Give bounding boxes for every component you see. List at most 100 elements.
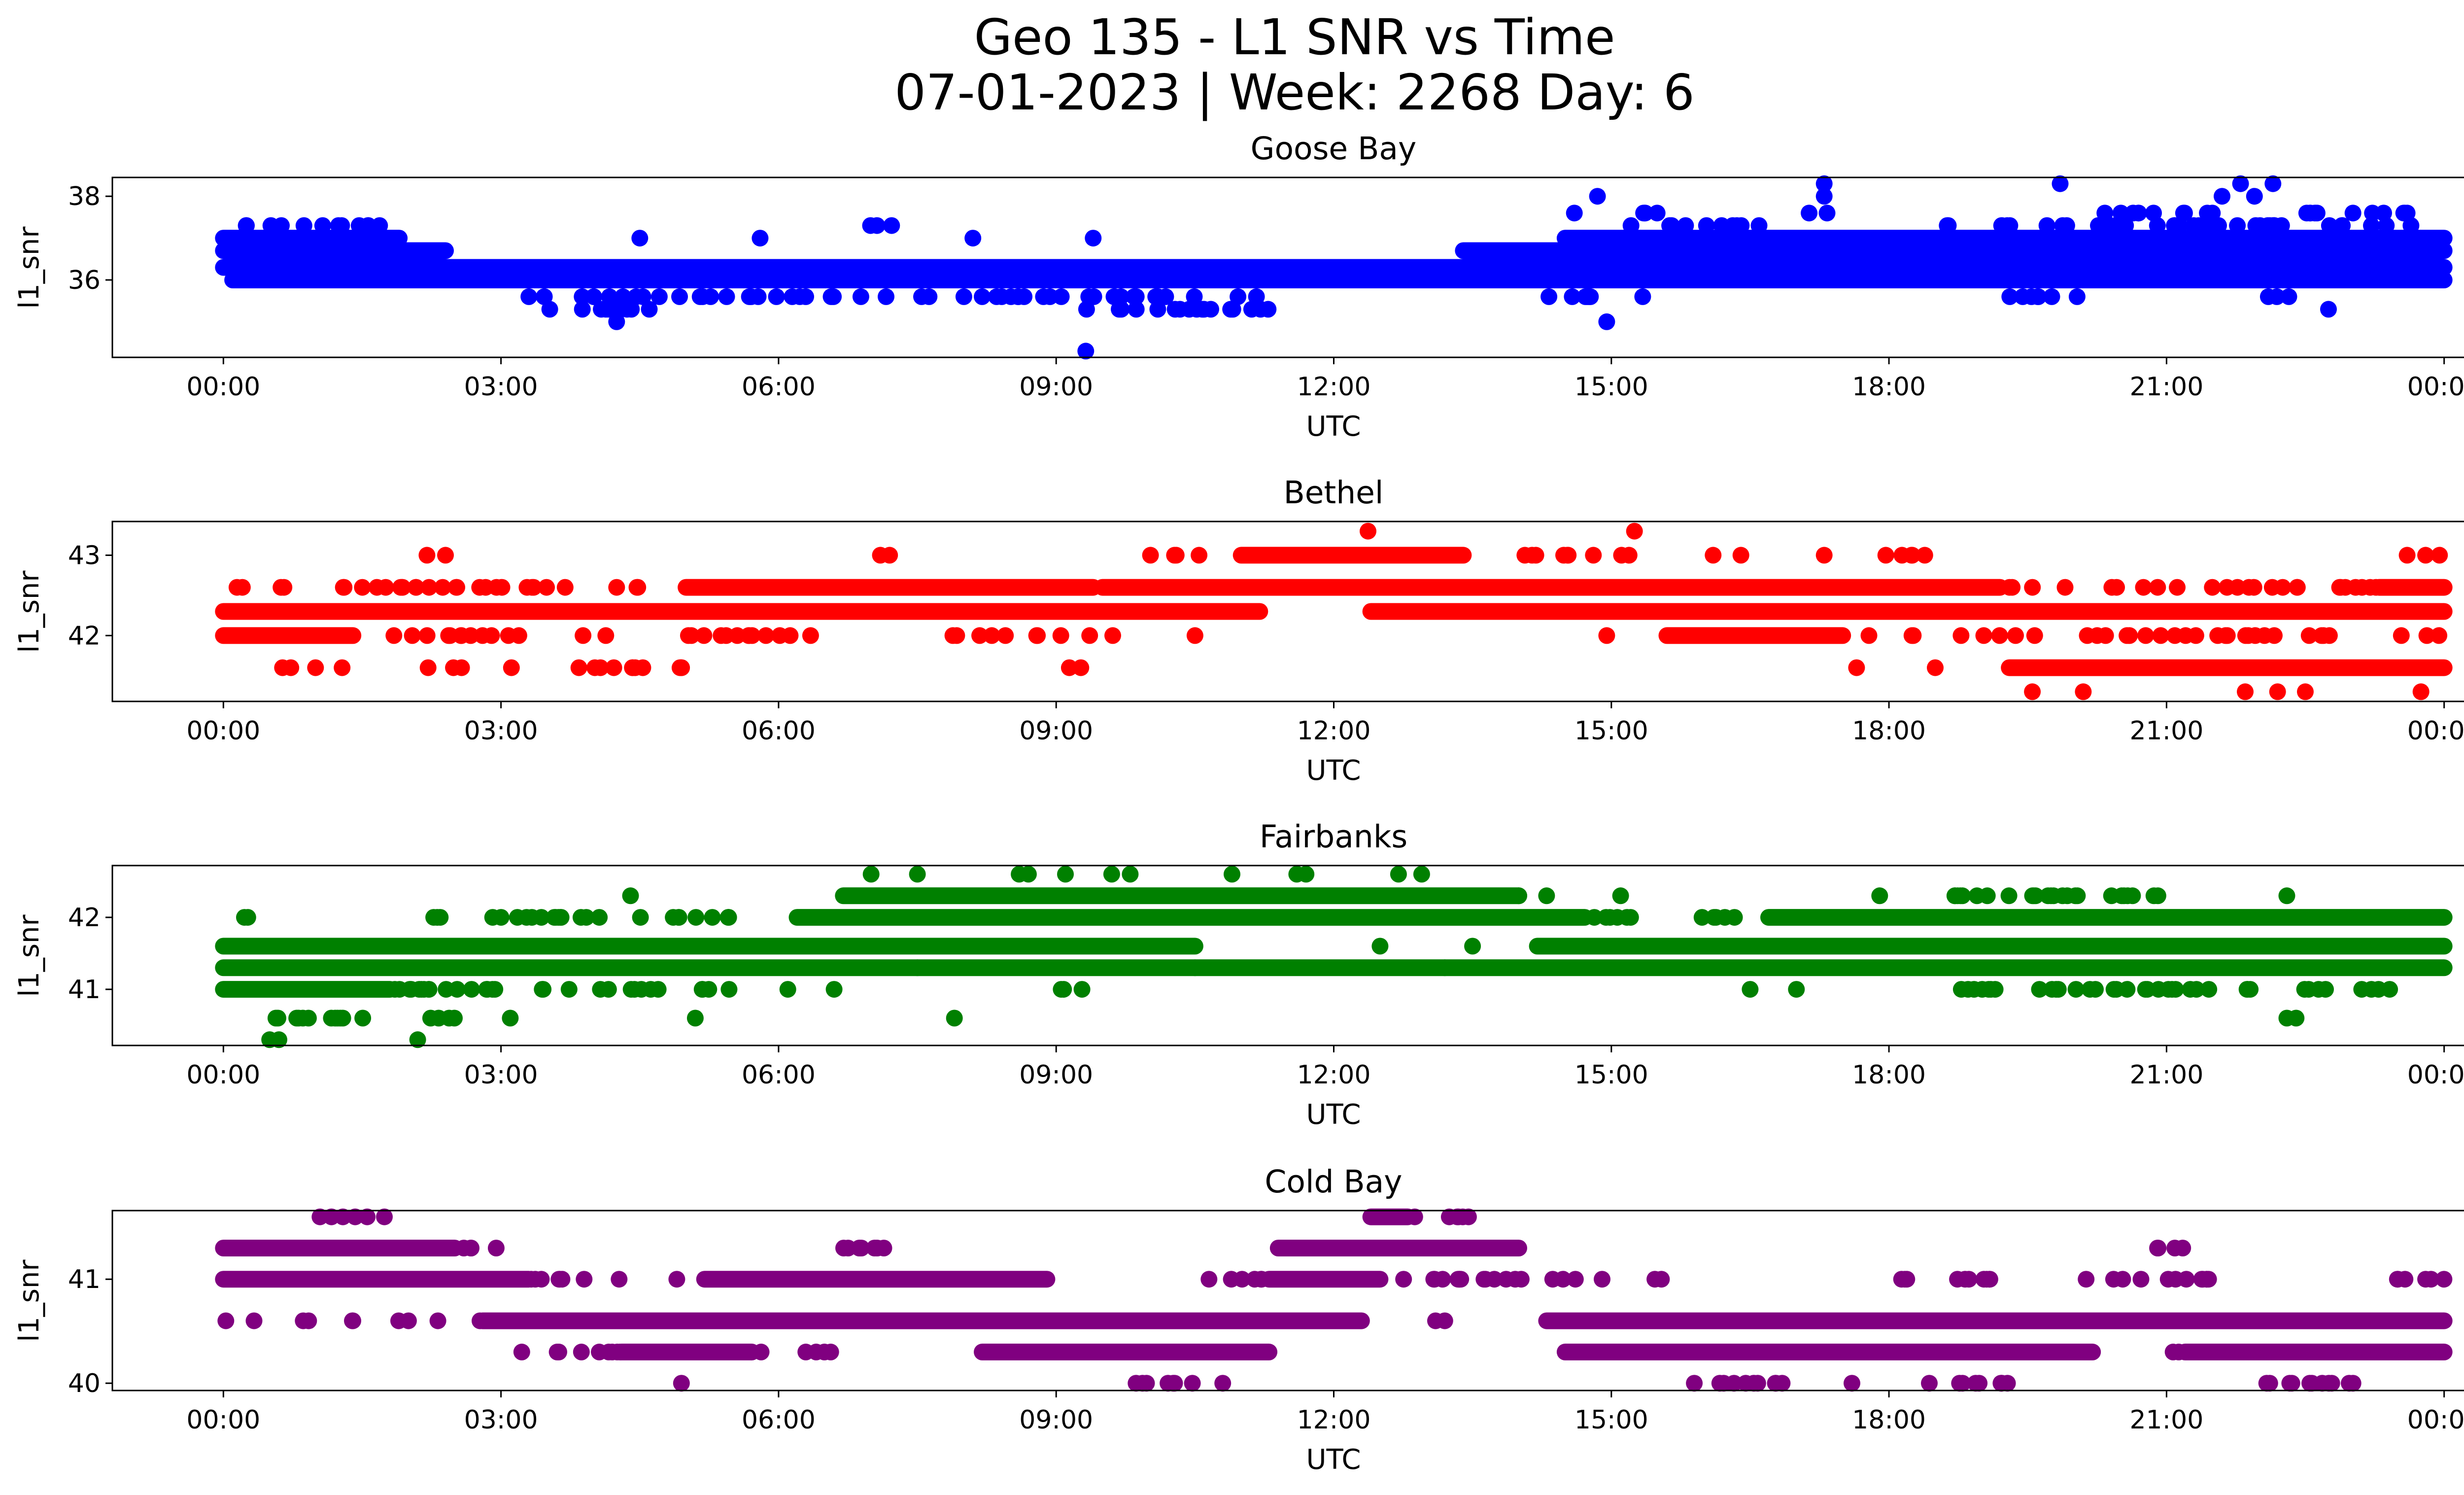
data-point xyxy=(1818,205,1836,222)
data-point xyxy=(420,579,438,596)
data-point xyxy=(2412,683,2430,700)
data-point xyxy=(2023,288,2040,305)
x-tick-label: 00:00 xyxy=(2407,716,2464,746)
data-point xyxy=(2054,217,2071,234)
data-point xyxy=(354,1009,372,1027)
x-axis-ticks: 00:00 03:00 06:00 09:00 12:00 15:00 18:00 21:00… xyxy=(186,701,2464,746)
data-point xyxy=(2056,579,2074,596)
data-point xyxy=(1072,659,1090,676)
data-point xyxy=(1406,1208,1423,1225)
data-point xyxy=(486,981,504,998)
data-point xyxy=(585,288,602,305)
data-point xyxy=(1122,866,1139,883)
data-point xyxy=(1078,301,1095,318)
data-point xyxy=(921,288,938,305)
data-point xyxy=(1634,288,1651,305)
data-point xyxy=(295,217,312,234)
data-point xyxy=(597,627,615,644)
data-point xyxy=(2229,217,2246,234)
data-point xyxy=(2334,217,2351,234)
data-point xyxy=(2344,205,2361,222)
data-point xyxy=(1608,909,1626,926)
data-point xyxy=(453,659,470,676)
data-point xyxy=(2280,288,2297,305)
data-point xyxy=(574,288,591,305)
data-point xyxy=(2209,627,2226,644)
data-point xyxy=(217,1312,235,1329)
data-point xyxy=(576,1271,593,1288)
x-tick-label: 03:00 xyxy=(464,372,538,402)
data-point xyxy=(592,659,609,676)
data-point xyxy=(1815,188,1833,205)
data-point xyxy=(1425,1271,1442,1288)
data-point xyxy=(282,659,300,676)
data-point xyxy=(1905,627,1922,644)
data-point xyxy=(1661,217,1678,234)
x-tick-label: 12:00 xyxy=(1297,1060,1371,1090)
data-point xyxy=(1248,288,1265,305)
panel-title: Cold Bay xyxy=(1265,1164,1402,1200)
data-point xyxy=(713,627,730,644)
x-tick-label: 18:00 xyxy=(1852,716,1926,746)
data-point xyxy=(757,627,775,644)
data-point xyxy=(2132,1271,2150,1288)
data-point xyxy=(573,1343,590,1360)
data-point xyxy=(2166,1240,2184,1256)
data-point xyxy=(1390,866,1407,883)
data-point xyxy=(2178,1271,2195,1288)
data-point xyxy=(441,1009,458,1027)
data-point xyxy=(1693,909,1711,926)
data-point xyxy=(2435,1271,2453,1288)
y-tick-label: 38 xyxy=(68,182,101,211)
panel-title: Bethel xyxy=(1284,475,1384,511)
data-point xyxy=(2204,579,2221,596)
x-tick-label: 09:00 xyxy=(1019,372,1093,402)
data-point xyxy=(1111,301,1128,318)
x-tick-label: 12:00 xyxy=(1297,372,1371,402)
data-point xyxy=(719,909,737,926)
data-point xyxy=(2137,627,2155,644)
data-point xyxy=(429,909,445,926)
x-tick-label: 00:00 xyxy=(2407,1060,2464,1090)
data-point xyxy=(1138,1375,1155,1392)
x-tick-label: 15:00 xyxy=(1574,1060,1648,1090)
data-point xyxy=(2007,627,2024,644)
data-point xyxy=(2354,579,2370,596)
data-point xyxy=(601,288,618,305)
data-point xyxy=(704,909,721,926)
data-point xyxy=(1540,288,1558,305)
data-point xyxy=(1653,1271,1670,1288)
data-point xyxy=(2188,981,2205,998)
data-point xyxy=(1052,627,1069,644)
data-point xyxy=(419,659,437,676)
y-tick-label: 42 xyxy=(68,621,101,651)
data-point xyxy=(1622,217,1640,234)
data-point xyxy=(1035,288,1052,305)
x-axis-label: UTC xyxy=(1306,411,1361,443)
x-tick-label: 06:00 xyxy=(742,716,816,746)
data-point xyxy=(2341,1375,2358,1392)
data-point xyxy=(2264,175,2282,192)
x-tick-label: 21:00 xyxy=(2129,716,2203,746)
data-point xyxy=(2320,301,2337,318)
x-tick-label: 03:00 xyxy=(464,1405,538,1435)
data-point xyxy=(334,659,351,676)
data-point xyxy=(1949,887,1966,904)
x-tick-label: 00:00 xyxy=(186,1060,260,1090)
data-point xyxy=(2102,217,2119,234)
x-tick-label: 00:00 xyxy=(186,716,260,746)
data-point xyxy=(484,909,501,926)
data-point xyxy=(2303,1375,2321,1392)
data-point xyxy=(1986,981,2004,998)
x-tick-label: 15:00 xyxy=(1574,1405,1648,1435)
data-point xyxy=(1732,547,1749,564)
data-point xyxy=(1166,547,1183,564)
data-point xyxy=(1566,205,1583,222)
data-point xyxy=(2175,205,2192,222)
x-tick-label: 18:00 xyxy=(1852,372,1926,402)
data-point xyxy=(541,301,558,318)
data-point xyxy=(311,1208,329,1225)
panel-title: Goose Bay xyxy=(1251,131,1417,167)
data-point xyxy=(2145,205,2162,222)
data-point xyxy=(1564,288,1581,305)
